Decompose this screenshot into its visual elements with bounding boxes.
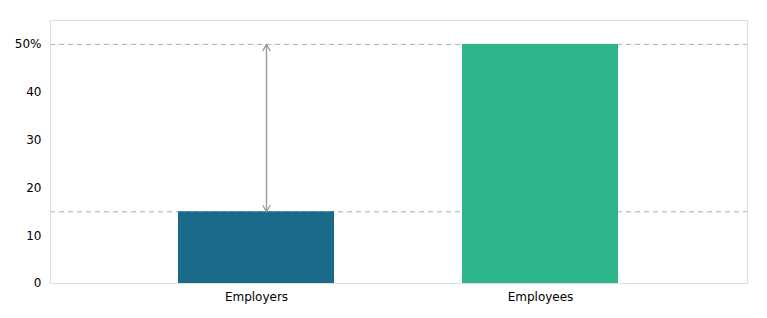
svg-text:50%: 50%	[15, 37, 42, 51]
svg-text:Employers: Employers	[225, 290, 288, 304]
svg-text:0: 0	[34, 276, 42, 290]
svg-text:10: 10	[26, 229, 41, 243]
svg-text:Employees: Employees	[508, 290, 574, 304]
svg-text:30: 30	[26, 133, 41, 147]
svg-text:40: 40	[26, 85, 41, 99]
svg-text:20: 20	[26, 181, 41, 195]
